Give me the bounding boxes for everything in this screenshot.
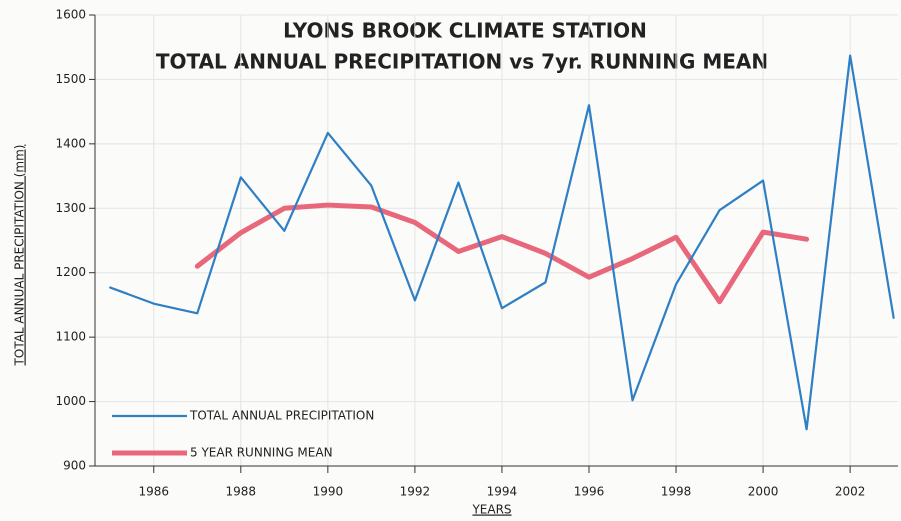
series-line [194,202,810,305]
x-tick-label: 1988 [226,485,257,499]
x-tick-label: 2000 [748,485,779,499]
x-tick-label: 1986 [138,485,169,499]
x-axis-label: YEARS [471,503,511,517]
y-tick-label: 1400 [55,136,86,150]
y-tick-label: 1500 [55,72,86,86]
y-tick-label: 1200 [55,265,86,279]
x-tick-label: 1998 [661,485,692,499]
y-tick-label: 900 [63,459,86,473]
x-tick-label: 1996 [574,485,605,499]
legend-label: TOTAL ANNUAL PRECIPITATION [189,409,374,423]
y-tick-label: 1000 [55,394,86,408]
y-tick-label: 1600 [55,8,86,22]
x-tick-label: 1990 [313,485,344,499]
series-line [109,54,895,431]
y-tick-label: 1300 [55,201,86,215]
chart-title: LYONS BROOK CLIMATE STATION [283,19,647,43]
y-axis-label: TOTAL ANNUAL PRECIPITATION (mm) [13,145,27,367]
x-tick-label: 1992 [400,485,431,499]
legend-label: 5 YEAR RUNNING MEAN [190,446,333,460]
chart-subtitle: TOTAL ANNUAL PRECIPITATION vs 7yr. RUNNI… [156,50,768,74]
x-tick-label: 2002 [835,485,866,499]
y-tick-label: 1100 [55,330,86,344]
x-tick-label: 1994 [487,485,518,499]
